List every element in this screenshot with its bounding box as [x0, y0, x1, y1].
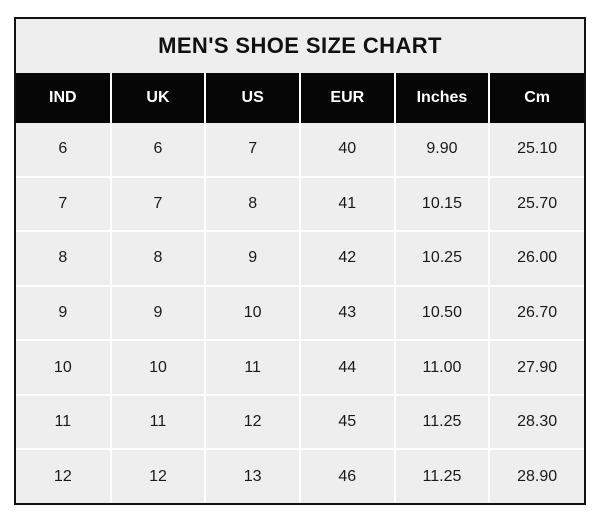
cell-eur: 46 [299, 449, 396, 503]
cell-inches: 10.25 [394, 231, 491, 287]
cell-us: 10 [205, 285, 301, 342]
table-row: 7 7 8 41 10.15 25.70 [16, 176, 584, 233]
cell-uk: 6 [110, 123, 207, 178]
cell-us: 11 [205, 340, 301, 396]
column-header-ind: IND [16, 73, 112, 123]
chart-title-band: MEN'S SHOE SIZE CHART [16, 19, 584, 73]
cell-cm: 26.00 [489, 231, 584, 287]
size-chart-container: MEN'S SHOE SIZE CHART IND UK US EUR Inches Cm… [14, 17, 586, 505]
cell-cm: 28.90 [489, 449, 584, 503]
cell-us: 9 [205, 231, 301, 287]
cell-eur: 40 [299, 123, 396, 178]
cell-uk: 9 [110, 285, 207, 342]
table-row: 8 8 9 42 10.25 26.00 [16, 231, 584, 287]
cell-inches: 9.90 [394, 123, 491, 178]
table-body: 6 6 7 40 9.90 25.10 7 7 8 41 10.15 25.70 8 8 9 42 10.25 2… [16, 123, 584, 503]
cell-cm: 26.70 [489, 285, 584, 342]
column-header-cm: Cm [489, 73, 584, 123]
table-header: IND UK US EUR Inches Cm [16, 73, 584, 123]
cell-ind: 11 [16, 394, 112, 451]
cell-cm: 25.70 [489, 176, 584, 233]
cell-us: 13 [205, 449, 301, 503]
cell-inches: 11.00 [394, 340, 491, 396]
cell-ind: 8 [16, 231, 112, 287]
cell-cm: 28.30 [489, 394, 584, 451]
cell-us: 8 [205, 176, 301, 233]
cell-ind: 6 [16, 123, 112, 178]
table-row: 11 11 12 45 11.25 28.30 [16, 394, 584, 451]
cell-cm: 27.90 [489, 340, 584, 396]
column-header-eur: EUR [299, 73, 396, 123]
cell-uk: 8 [110, 231, 207, 287]
cell-eur: 45 [299, 394, 396, 451]
table-row: 6 6 7 40 9.90 25.10 [16, 123, 584, 178]
cell-uk: 12 [110, 449, 207, 503]
cell-ind: 12 [16, 449, 112, 503]
cell-uk: 11 [110, 394, 207, 451]
cell-cm: 25.10 [489, 123, 584, 178]
table-row: 10 10 11 44 11.00 27.90 [16, 340, 584, 396]
cell-uk: 10 [110, 340, 207, 396]
cell-ind: 7 [16, 176, 112, 233]
cell-eur: 43 [299, 285, 396, 342]
cell-inches: 11.25 [394, 449, 491, 503]
cell-inches: 10.15 [394, 176, 491, 233]
table-header-row: IND UK US EUR Inches Cm [16, 73, 584, 123]
cell-eur: 42 [299, 231, 396, 287]
table-row: 12 12 13 46 11.25 28.90 [16, 449, 584, 503]
cell-inches: 10.50 [394, 285, 491, 342]
column-header-us: US [205, 73, 301, 123]
cell-us: 12 [205, 394, 301, 451]
cell-ind: 10 [16, 340, 112, 396]
cell-uk: 7 [110, 176, 207, 233]
cell-us: 7 [205, 123, 301, 178]
cell-ind: 9 [16, 285, 112, 342]
cell-eur: 44 [299, 340, 396, 396]
table-row: 9 9 10 43 10.50 26.70 [16, 285, 584, 342]
cell-inches: 11.25 [394, 394, 491, 451]
cell-eur: 41 [299, 176, 396, 233]
column-header-inches: Inches [394, 73, 491, 123]
column-header-uk: UK [110, 73, 207, 123]
page-title: MEN'S SHOE SIZE CHART [158, 33, 442, 58]
shoe-size-table: IND UK US EUR Inches Cm 6 6 7 40 9.90 25.10 7 7 8 41 10… [16, 73, 584, 503]
